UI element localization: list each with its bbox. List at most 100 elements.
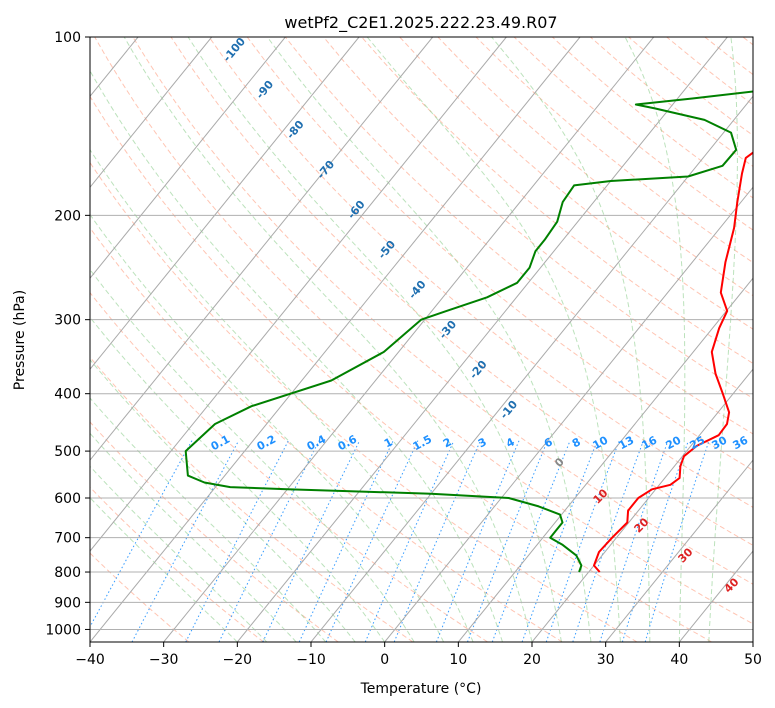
isotherm-label: -90 xyxy=(253,78,276,102)
dry-adiabat xyxy=(90,421,339,642)
profile-line xyxy=(184,90,753,573)
x-tick-label: −10 xyxy=(296,652,326,668)
x-axis-label: Temperature (°C) xyxy=(360,681,482,697)
x-tick-label: 50 xyxy=(744,652,762,668)
mixing-ratio-line xyxy=(364,440,455,642)
x-tick-label: 10 xyxy=(449,652,467,668)
isotherm-label: -50 xyxy=(375,238,398,262)
axes: −40 −30 −20 −10 0 10 20 30 40 5010020030040050060… xyxy=(45,30,762,668)
dry-adiabat xyxy=(90,227,563,642)
moist-adiabat xyxy=(366,37,621,642)
dry-adiabat xyxy=(90,356,414,642)
x-tick-label: 40 xyxy=(670,652,688,668)
profile-line xyxy=(593,151,753,573)
moist-adiabat xyxy=(708,37,738,642)
mixing-ratio-line xyxy=(393,440,481,642)
y-tick-label: 800 xyxy=(54,565,81,581)
dry-adiabat xyxy=(437,37,753,297)
plot-frame xyxy=(89,36,754,643)
x-tick-label: 0 xyxy=(380,652,389,668)
x-tick-label: −30 xyxy=(149,652,179,668)
mixing-ratio-label: 1 xyxy=(382,435,395,450)
dry-adiabat xyxy=(90,486,264,642)
isotherm xyxy=(90,37,507,552)
dry-adiabat xyxy=(90,291,488,642)
isotherm-label: -40 xyxy=(406,278,429,302)
moist-adiabat xyxy=(90,432,297,642)
mixing-ratio-line xyxy=(90,440,193,628)
moist-adiabat xyxy=(90,69,503,642)
mixing-ratio-line xyxy=(521,440,598,642)
y-tick-label: 600 xyxy=(54,491,81,507)
dry-adiabat xyxy=(551,37,753,199)
dry-adiabat xyxy=(90,161,638,642)
y-tick-label: 700 xyxy=(54,531,81,547)
isotherm xyxy=(310,95,753,642)
moist-adiabat xyxy=(90,316,386,642)
background-lines xyxy=(0,37,753,642)
isotherm xyxy=(236,37,728,642)
moist-adiabat xyxy=(90,148,474,642)
mixing-ratio-label: 16 xyxy=(640,433,660,452)
moist-adiabat xyxy=(90,268,415,642)
mixing-ratio-label: 20 xyxy=(664,433,684,452)
isotherm xyxy=(163,37,655,642)
isotherm-label: -60 xyxy=(345,198,368,222)
isotherm xyxy=(457,277,753,642)
mixing-ratio-label: 10 xyxy=(591,433,611,452)
moist-adiabat xyxy=(90,496,238,642)
isotherm xyxy=(0,37,64,642)
isotherm-label: -10 xyxy=(497,398,520,422)
dry-adiabat xyxy=(513,37,753,231)
isotherm-label: -20 xyxy=(467,358,490,382)
y-axis-label: Pressure (hPa) xyxy=(12,290,28,390)
y-tick-label: 200 xyxy=(54,208,81,224)
moist-adiabat xyxy=(90,397,327,642)
chart-title: wetPf2_C2E1.2025.222.23.49.R07 xyxy=(284,13,557,33)
isotherm xyxy=(90,37,434,461)
isotherm-label: -30 xyxy=(436,318,459,342)
isotherm-label: -100 xyxy=(220,35,248,65)
moist-adiabat xyxy=(491,37,651,642)
isotherm xyxy=(90,37,360,370)
dry-adiabat xyxy=(90,552,190,642)
isotherm xyxy=(90,37,213,189)
mixing-ratio-label: 2 xyxy=(441,435,454,450)
isotherm xyxy=(384,186,753,642)
mixing-ratio-label: 25 xyxy=(688,434,708,453)
mixing-ratio-line xyxy=(185,440,289,642)
mixing-ratio-line xyxy=(131,440,240,642)
mixing-ratio-label: 3 xyxy=(476,435,489,450)
mixing-ratio-line xyxy=(262,440,361,642)
isotherm xyxy=(752,641,753,642)
mixing-ratio-label: 36 xyxy=(731,433,751,452)
dry-adiabat xyxy=(170,37,753,546)
isotherm xyxy=(605,459,753,642)
mixing-ratio-line xyxy=(545,440,620,642)
dry-adiabat xyxy=(475,37,753,264)
dry-adiabat xyxy=(246,37,753,471)
moist-adiabat xyxy=(266,37,592,642)
y-tick-label: 900 xyxy=(54,595,81,611)
isotherm xyxy=(531,368,753,642)
x-tick-label: 30 xyxy=(597,652,615,668)
mixing-ratio-line xyxy=(298,440,394,642)
line-label: 20 xyxy=(632,515,652,535)
y-tick-label: 1000 xyxy=(45,622,81,638)
mixing-ratio-label: 0.2 xyxy=(255,433,278,454)
mixing-ratio-line xyxy=(325,440,419,642)
dry-adiabat xyxy=(94,37,753,625)
line-label: 40 xyxy=(722,575,742,595)
y-tick-label: 300 xyxy=(54,313,81,329)
dry-adiabat xyxy=(132,37,753,585)
dry-adiabat xyxy=(361,37,753,365)
moist-adiabat xyxy=(187,37,562,642)
isotherm xyxy=(90,37,286,280)
line-label: 30 xyxy=(676,545,696,565)
moist-adiabat xyxy=(624,37,686,642)
dry-adiabat xyxy=(742,37,753,46)
x-tick-label: −20 xyxy=(223,652,253,668)
moist-adiabat xyxy=(90,213,445,642)
line-label: 0 xyxy=(552,455,567,470)
isotherm-label: -80 xyxy=(284,118,307,142)
